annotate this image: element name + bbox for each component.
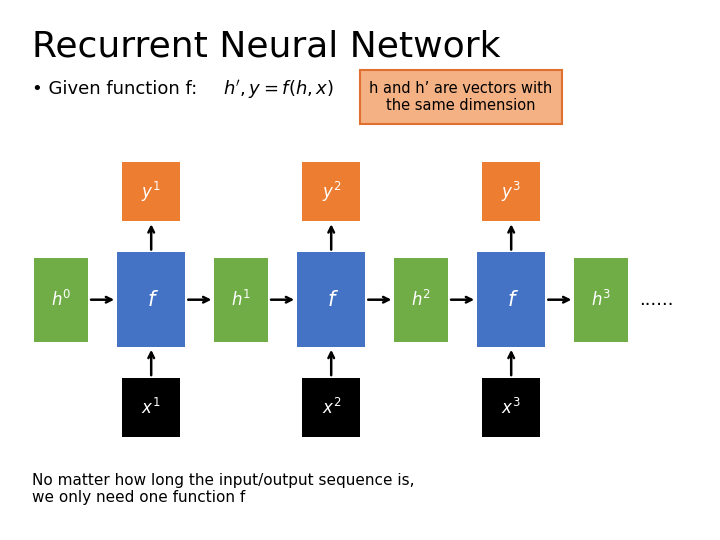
- FancyBboxPatch shape: [122, 378, 180, 437]
- Text: • Given function f:: • Given function f:: [32, 80, 204, 98]
- Text: $x^2$: $x^2$: [322, 397, 341, 418]
- Text: f: f: [148, 289, 155, 310]
- Text: $y^1$: $y^1$: [141, 180, 161, 204]
- FancyBboxPatch shape: [122, 162, 180, 221]
- FancyBboxPatch shape: [302, 378, 360, 437]
- Text: $h^0$: $h^0$: [51, 289, 71, 310]
- Text: f: f: [328, 289, 335, 310]
- Text: Recurrent Neural Network: Recurrent Neural Network: [32, 30, 501, 64]
- Text: $h^2$: $h^2$: [411, 289, 431, 310]
- Text: $h^3$: $h^3$: [591, 289, 611, 310]
- Text: $x^3$: $x^3$: [501, 397, 521, 418]
- Text: f: f: [508, 289, 515, 310]
- Text: $h^1$: $h^1$: [231, 289, 251, 310]
- Text: $y^2$: $y^2$: [322, 180, 341, 204]
- Text: ......: ......: [639, 291, 673, 309]
- Text: $x^1$: $x^1$: [141, 397, 161, 418]
- FancyBboxPatch shape: [575, 258, 628, 342]
- FancyBboxPatch shape: [215, 258, 269, 342]
- FancyBboxPatch shape: [35, 258, 89, 342]
- FancyBboxPatch shape: [482, 162, 540, 221]
- Text: $y^3$: $y^3$: [501, 180, 521, 204]
- FancyBboxPatch shape: [117, 252, 185, 347]
- Text: No matter how long the input/output sequence is,
we only need one function f: No matter how long the input/output sequ…: [32, 472, 415, 505]
- FancyBboxPatch shape: [395, 258, 448, 342]
- FancyBboxPatch shape: [297, 252, 366, 347]
- FancyBboxPatch shape: [302, 162, 360, 221]
- FancyBboxPatch shape: [360, 70, 562, 124]
- FancyBboxPatch shape: [477, 252, 546, 347]
- Text: $h', y = f(h, x)$: $h', y = f(h, x)$: [223, 78, 334, 100]
- FancyBboxPatch shape: [482, 378, 540, 437]
- Text: h and h’ are vectors with
the same dimension: h and h’ are vectors with the same dimen…: [369, 81, 552, 113]
